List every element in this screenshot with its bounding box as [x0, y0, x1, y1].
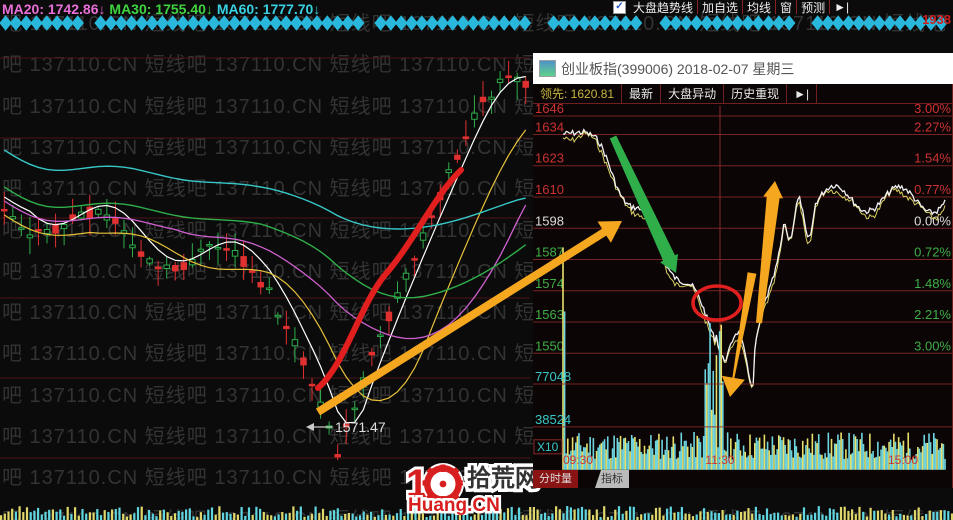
svg-text:1598: 1598: [535, 213, 564, 228]
svg-text:1634: 1634: [535, 120, 564, 135]
svg-text:0.77%: 0.77%: [914, 182, 951, 197]
svg-text:X10: X10: [537, 440, 559, 454]
svg-text:11:30: 11:30: [705, 453, 734, 467]
svg-text:拾荒网: 拾荒网: [467, 464, 539, 492]
svg-text:0.72%: 0.72%: [914, 245, 951, 260]
svg-text:1550: 1550: [535, 338, 564, 353]
svg-text:2.21%: 2.21%: [914, 307, 951, 322]
svg-text:1623: 1623: [535, 151, 564, 166]
svg-text:Huang.CN: Huang.CN: [408, 495, 500, 515]
svg-text:2.27%: 2.27%: [914, 120, 951, 135]
svg-text:3.00%: 3.00%: [914, 104, 951, 116]
svg-text:77048: 77048: [535, 369, 571, 384]
svg-text:1587: 1587: [535, 245, 564, 260]
svg-text:0.00%: 0.00%: [914, 213, 951, 228]
svg-text:1574: 1574: [535, 276, 564, 291]
svg-text:1610: 1610: [535, 182, 564, 197]
svg-text:09:30: 09:30: [563, 453, 593, 467]
svg-text:1646: 1646: [535, 104, 564, 116]
svg-text:15:00: 15:00: [888, 453, 918, 467]
svg-text:1.54%: 1.54%: [914, 151, 951, 166]
svg-text:1.48%: 1.48%: [914, 276, 951, 291]
svg-text:38524: 38524: [535, 412, 571, 427]
svg-text:3.00%: 3.00%: [914, 338, 951, 353]
svg-text:1563: 1563: [535, 307, 564, 322]
